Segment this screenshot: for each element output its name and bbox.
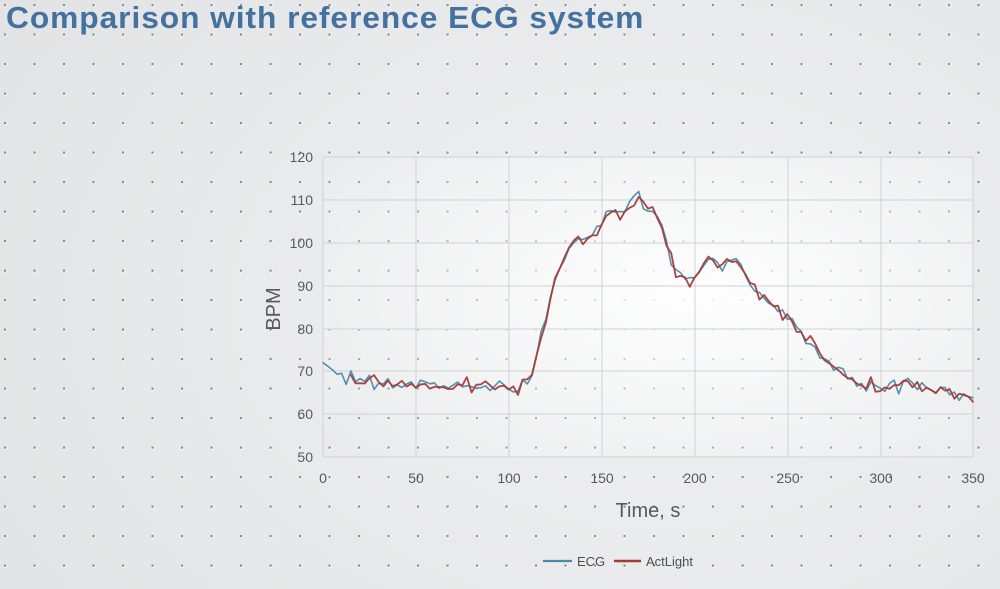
svg-text:Time, s: Time, s xyxy=(616,500,681,522)
svg-text:70: 70 xyxy=(297,363,313,379)
svg-text:200: 200 xyxy=(683,470,707,486)
svg-text:60: 60 xyxy=(297,406,313,422)
svg-text:350: 350 xyxy=(961,470,985,486)
svg-text:0: 0 xyxy=(319,470,327,486)
svg-text:80: 80 xyxy=(297,321,313,337)
svg-text:90: 90 xyxy=(297,278,313,294)
svg-text:50: 50 xyxy=(297,449,313,465)
svg-text:120: 120 xyxy=(290,149,314,165)
svg-text:50: 50 xyxy=(408,470,424,486)
svg-text:150: 150 xyxy=(590,470,614,486)
svg-text:BPM: BPM xyxy=(263,287,285,330)
svg-text:100: 100 xyxy=(497,470,521,486)
svg-text:100: 100 xyxy=(290,235,314,251)
svg-text:110: 110 xyxy=(291,192,314,208)
svg-text:300: 300 xyxy=(869,470,893,486)
svg-text:ActLight: ActLight xyxy=(646,554,693,569)
svg-text:250: 250 xyxy=(776,470,800,486)
svg-text:ECG: ECG xyxy=(577,554,605,569)
